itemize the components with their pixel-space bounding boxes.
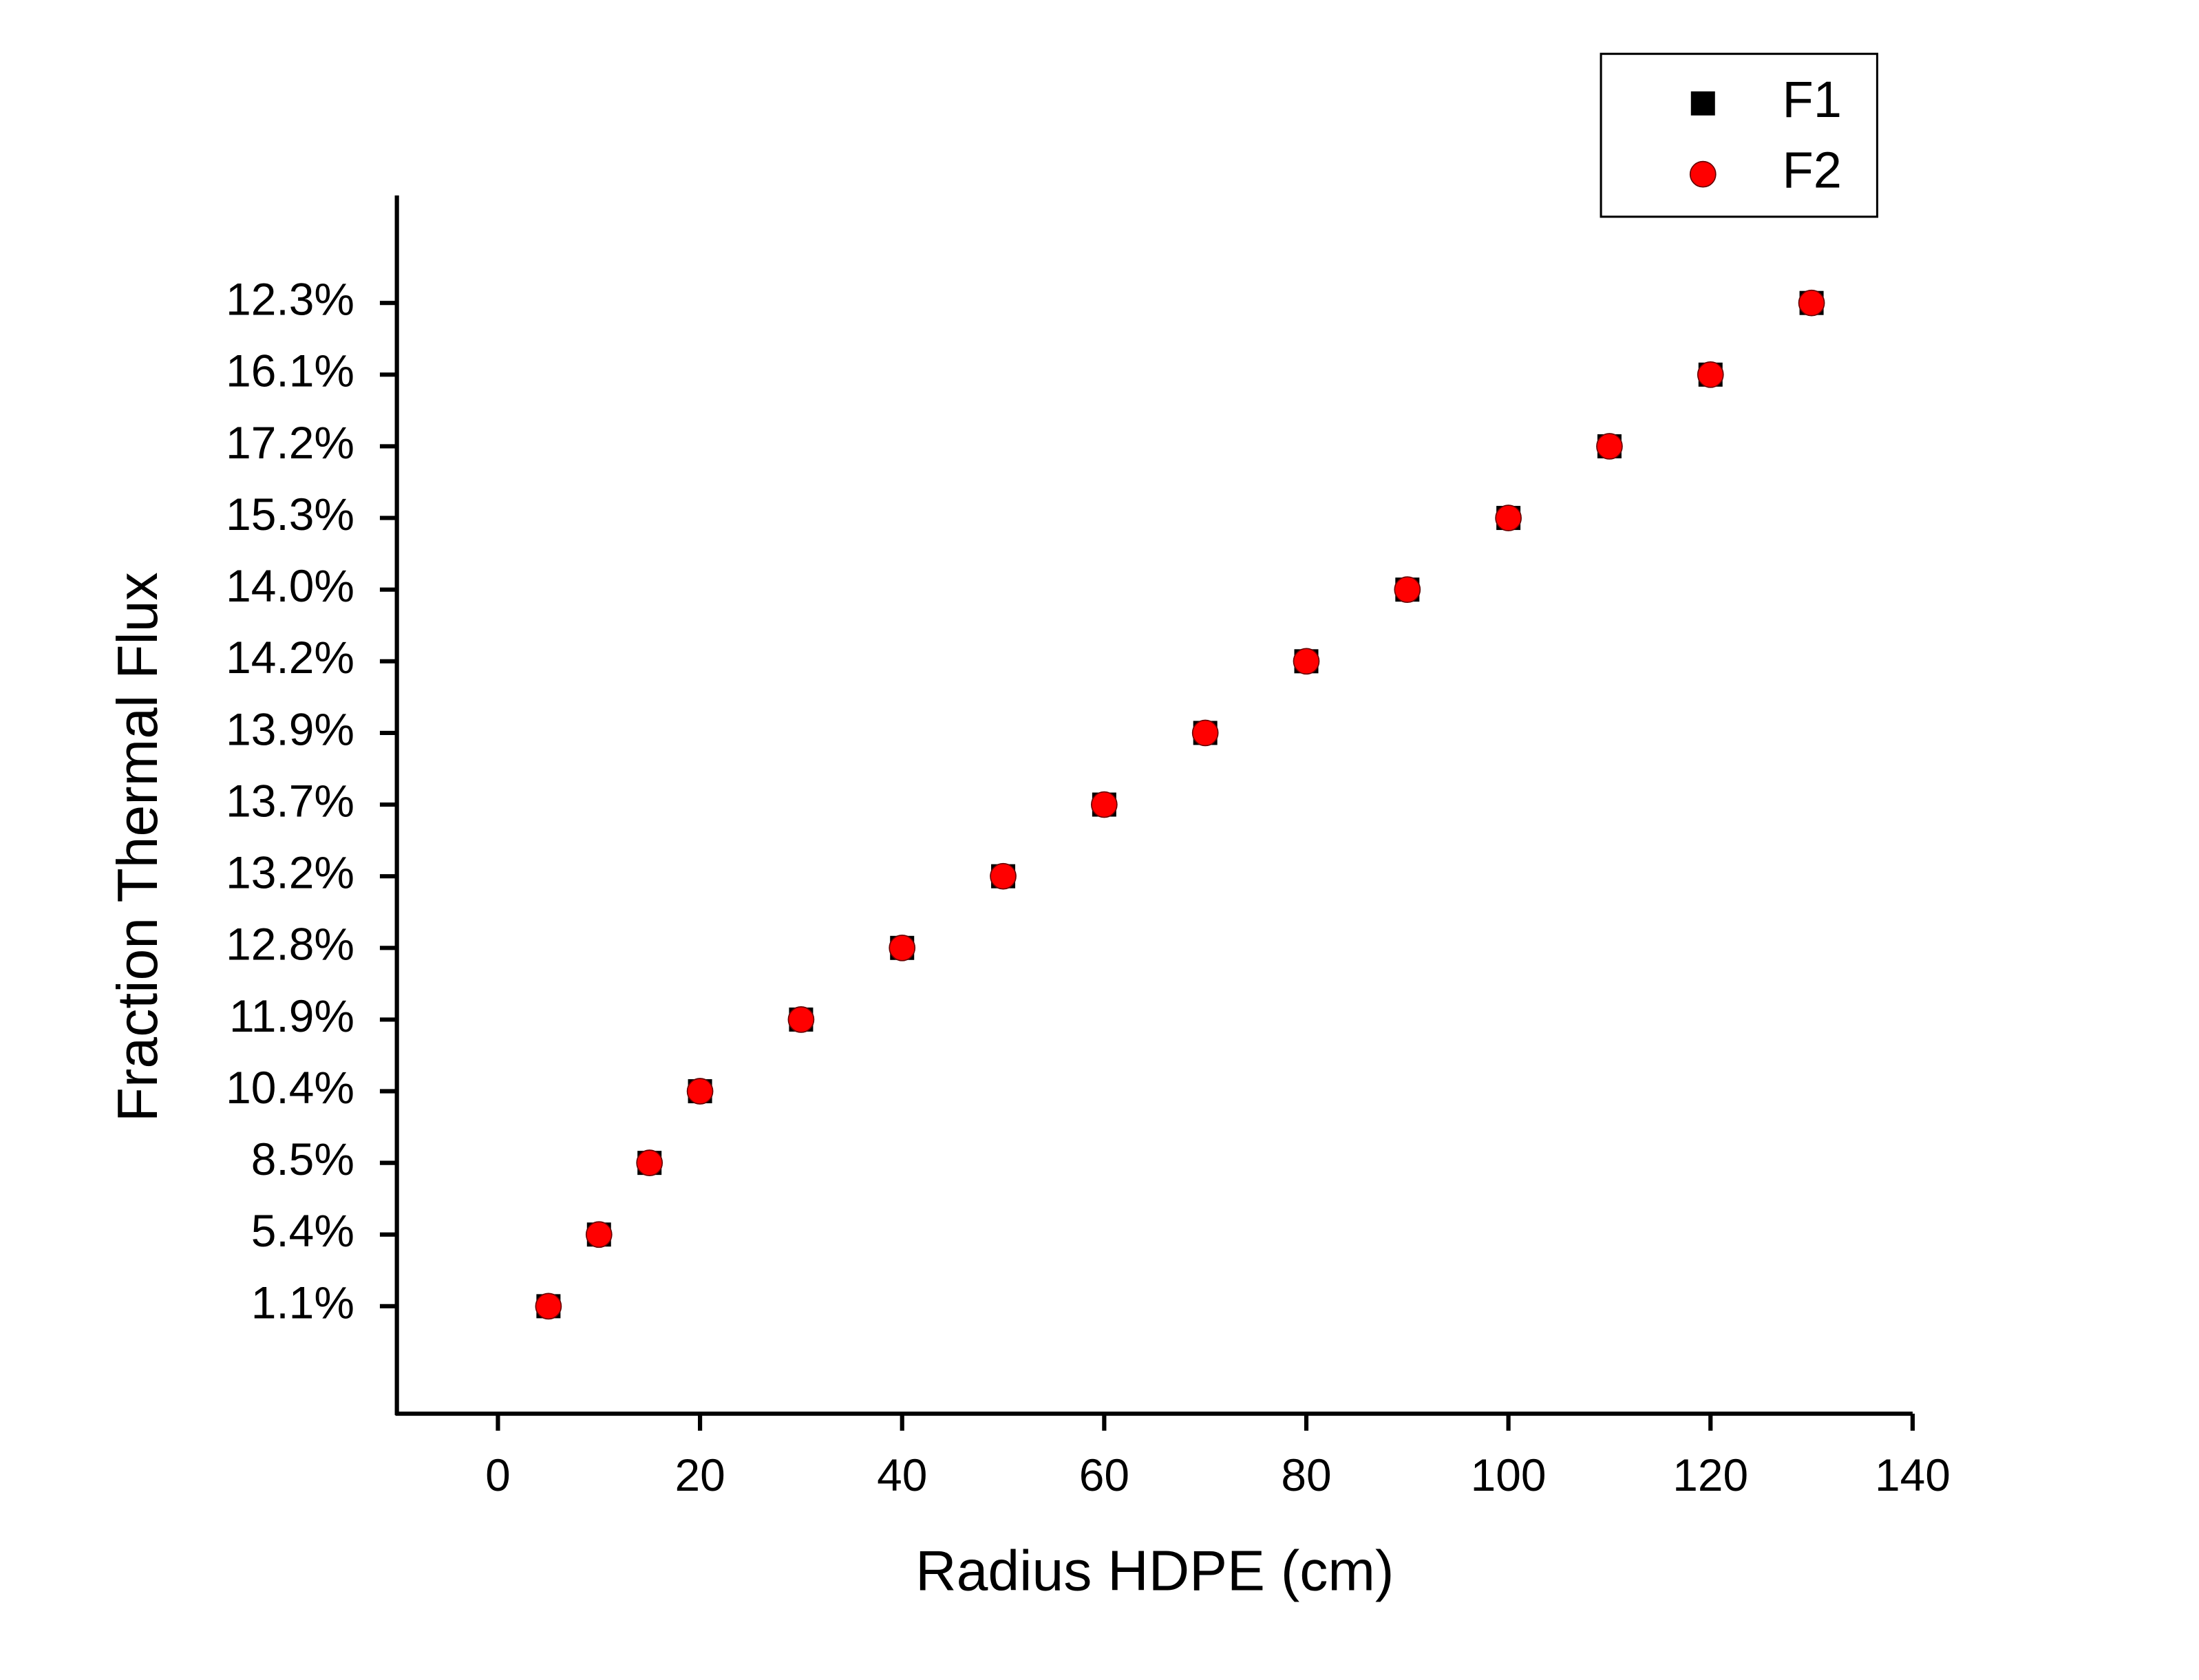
point: [1293, 648, 1320, 675]
point: [585, 1221, 613, 1248]
y-tick-label: 15.3%: [226, 489, 354, 540]
y-tick-label: 11.9%: [229, 990, 354, 1041]
point: [535, 1293, 562, 1320]
x-tick-label: 20: [674, 1449, 725, 1500]
point: [636, 1149, 663, 1176]
point: [1495, 504, 1522, 531]
x-tick-label: 0: [485, 1449, 511, 1500]
y-tick-label: 12.8%: [226, 919, 354, 970]
y-tick-label: 8.5%: [251, 1134, 354, 1184]
point: [1697, 361, 1724, 388]
x-tick-label: 120: [1672, 1449, 1748, 1500]
point: [1191, 719, 1219, 747]
y-tick-label: 13.9%: [226, 703, 354, 754]
legend-box: [1600, 52, 1878, 218]
y-tick-label: 13.7%: [226, 775, 354, 826]
y-tick-label: 12.3%: [226, 274, 354, 325]
point: [1596, 433, 1623, 460]
point: [889, 934, 916, 961]
y-tick-label: 14.0%: [226, 560, 354, 611]
legend-marker: [1690, 91, 1715, 116]
x-tick-label: 100: [1471, 1449, 1547, 1500]
y-tick-label: 10.4%: [226, 1062, 354, 1113]
y-tick-label: 13.2%: [226, 847, 354, 898]
point: [1394, 576, 1421, 604]
y-tick-label: 14.2%: [226, 632, 354, 683]
y-tick-label: 17.2%: [226, 417, 354, 468]
y-axis-title: Fraction Thermal Flux: [106, 572, 169, 1122]
point: [787, 1006, 815, 1033]
y-tick-label: 16.1%: [226, 345, 354, 396]
x-tick-label: 140: [1875, 1449, 1951, 1500]
x-axis-title: Radius HDPE (cm): [915, 1539, 1394, 1602]
point: [1091, 791, 1118, 818]
y-tick-label: 1.1%: [251, 1277, 354, 1328]
point: [686, 1078, 714, 1105]
legend-marker: [1689, 160, 1717, 188]
x-tick-label: 40: [877, 1449, 927, 1500]
x-tick-label: 80: [1281, 1449, 1331, 1500]
legend-label: F2: [1783, 142, 1842, 199]
x-tick-label: 60: [1079, 1449, 1129, 1500]
legend-label: F1: [1783, 71, 1842, 128]
point: [990, 862, 1017, 890]
point: [1798, 289, 1825, 317]
y-tick-label: 5.4%: [251, 1205, 354, 1256]
